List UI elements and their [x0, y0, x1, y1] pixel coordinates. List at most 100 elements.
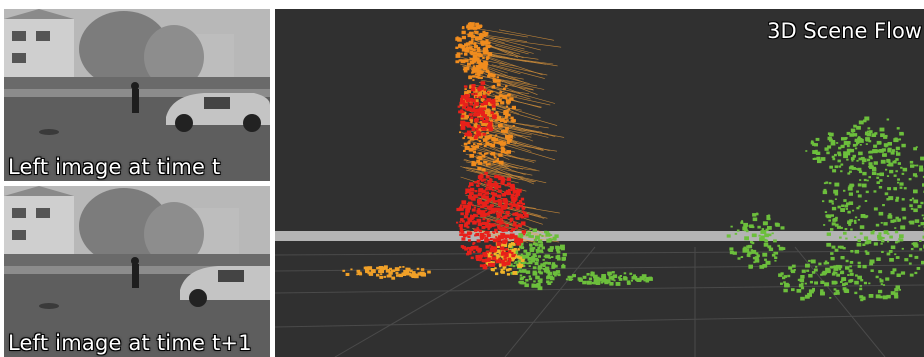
- point-near: [484, 200, 489, 205]
- point-far: [612, 274, 618, 278]
- point-far: [630, 279, 633, 282]
- point-near: [505, 210, 510, 215]
- point-mid: [477, 166, 482, 171]
- point-far: [805, 150, 808, 152]
- point-mid: [491, 107, 496, 111]
- point-far: [800, 296, 805, 301]
- point-far: [537, 279, 542, 283]
- point-far: [554, 234, 559, 238]
- point-far: [859, 179, 862, 181]
- point-near: [513, 253, 516, 256]
- point-mid: [483, 47, 489, 52]
- point-far: [842, 283, 846, 286]
- point-far: [910, 164, 915, 168]
- point-far: [892, 149, 896, 152]
- point-near: [474, 108, 479, 113]
- point-far: [850, 228, 853, 231]
- point-far: [883, 230, 889, 235]
- point-near: [522, 211, 527, 215]
- point-far: [555, 255, 560, 259]
- point-near: [492, 232, 495, 234]
- point-far: [526, 262, 529, 265]
- point-far: [868, 162, 873, 166]
- point-far: [741, 220, 744, 222]
- point-far: [551, 256, 554, 258]
- point-near: [472, 127, 475, 130]
- point-near: [488, 262, 493, 267]
- point-far: [838, 265, 843, 269]
- point-mid: [462, 26, 465, 28]
- point-mid: [474, 105, 478, 108]
- point-far: [726, 234, 731, 238]
- point-far: [865, 215, 869, 218]
- point-far: [840, 208, 845, 212]
- point-near: [481, 258, 486, 263]
- street-photo-t: [4, 9, 270, 181]
- point-far: [516, 271, 519, 274]
- point-near: [472, 250, 476, 253]
- point-near: [518, 214, 524, 218]
- point-mid: [504, 151, 508, 154]
- flow-vector: [494, 124, 549, 138]
- point-mid: [481, 100, 484, 103]
- point-mid: [455, 54, 461, 58]
- point-near: [473, 105, 476, 108]
- point-far: [537, 265, 543, 269]
- point-near: [465, 98, 471, 103]
- point-far: [849, 183, 854, 188]
- point-mid: [502, 148, 506, 151]
- point-far: [884, 192, 889, 196]
- point-near: [479, 107, 483, 111]
- point-far: [546, 270, 551, 274]
- point-far: [838, 153, 842, 157]
- point-far: [836, 273, 840, 277]
- point-near: [490, 197, 496, 201]
- point-mid: [489, 114, 493, 118]
- point-near: [512, 223, 517, 227]
- point-far: [838, 146, 842, 150]
- point-far: [529, 228, 532, 230]
- point-far: [865, 138, 870, 142]
- point-far: [763, 264, 768, 268]
- point-far: [826, 261, 830, 265]
- point-mid: [460, 45, 465, 49]
- scene-flow-canvas[interactable]: [275, 9, 924, 357]
- point-mid: [506, 273, 510, 276]
- point-far: [849, 133, 854, 137]
- point-mid: [492, 151, 496, 154]
- point-far: [780, 272, 784, 275]
- point-mid: [475, 75, 479, 79]
- point-near: [464, 212, 469, 216]
- point-far: [766, 215, 771, 218]
- point-near: [485, 224, 490, 228]
- point-far: [555, 245, 560, 249]
- point-mid: [493, 156, 497, 159]
- point-near: [477, 202, 481, 206]
- point-mid: [506, 150, 511, 154]
- point-near: [484, 119, 489, 123]
- point-near: [523, 233, 526, 236]
- point-far: [791, 264, 796, 268]
- point-mid: [472, 65, 476, 68]
- point-near: [485, 245, 490, 249]
- point-mid: [464, 66, 470, 71]
- point-far: [895, 158, 899, 161]
- point-far: [881, 149, 884, 151]
- point-mid: [472, 150, 476, 154]
- point-mid: [520, 258, 525, 262]
- point-far: [556, 250, 561, 254]
- point-near: [483, 193, 486, 196]
- point-near: [520, 197, 525, 201]
- point-far: [858, 138, 863, 142]
- point-mid: [478, 37, 483, 41]
- scene-flow-view[interactable]: 3D Scene Flow: [275, 9, 924, 357]
- point-mid: [485, 44, 491, 49]
- point-near: [481, 113, 485, 116]
- point-mid: [475, 99, 479, 102]
- point-far: [922, 217, 924, 220]
- point-near: [479, 235, 484, 239]
- point-mid: [455, 46, 459, 49]
- point-far: [883, 143, 889, 147]
- point-far: [886, 252, 891, 256]
- point-mid: [350, 268, 353, 271]
